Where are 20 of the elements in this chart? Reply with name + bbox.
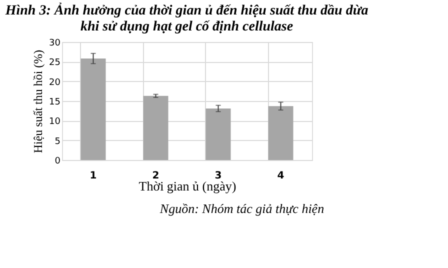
y-tick-label: 5	[54, 136, 60, 147]
bar	[143, 96, 168, 160]
x-tick-label: 4	[277, 170, 284, 182]
bar	[80, 58, 106, 160]
x-axis-title: Thời gian ủ (ngày)	[138, 178, 236, 194]
bar	[206, 108, 231, 160]
y-axis-title: Hiệu suất thu hồi (%)	[31, 50, 46, 154]
text: Hình 3: Ảnh hưởng của thời gian ủ đến hiệu suất thu dầu dừa	[5, 4, 368, 18]
y-tick-label: 0	[54, 156, 61, 166]
x-tick-label: 2	[152, 170, 160, 182]
y-tick-label: 10	[49, 117, 61, 128]
x-tick-label: 1	[90, 170, 97, 182]
y-tick-label: 30	[49, 38, 61, 48]
bar	[268, 106, 294, 160]
text: khi sử dụng hạt gel cố định cellulase	[80, 20, 294, 34]
y-tick-label: 20	[49, 78, 61, 88]
text: Nguồn: Nhóm tác giả thực hiện	[158, 201, 324, 216]
y-tick-label: 15	[49, 98, 60, 108]
y-tick-label: 25	[49, 58, 60, 68]
x-tick-label: 3	[214, 170, 222, 182]
